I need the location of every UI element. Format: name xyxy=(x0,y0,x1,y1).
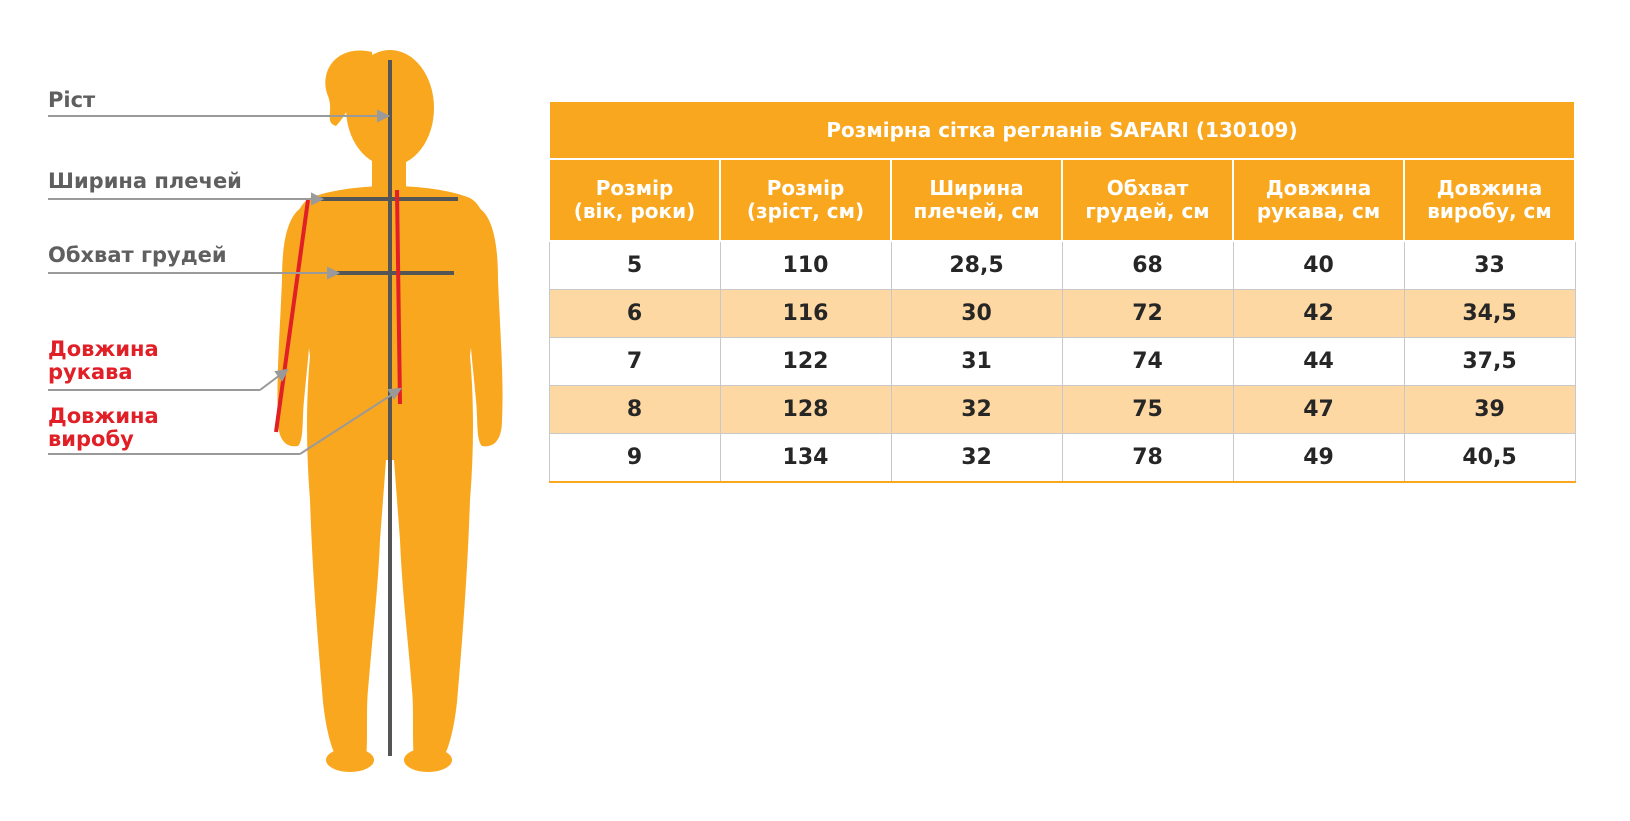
table-cell: 42 xyxy=(1232,289,1405,338)
sleeve-line xyxy=(274,199,310,433)
table-cell: 68 xyxy=(1061,240,1234,290)
header-row: Розмір (вік, роки) Розмір (зріст, см) Шири… xyxy=(548,158,1576,242)
table-cell: 9 xyxy=(548,433,721,483)
table-cell: 40,5 xyxy=(1403,433,1576,483)
height-label: Ріст xyxy=(48,88,96,112)
table-title: Розмірна сітка регланів SAFARI (130109) xyxy=(548,100,1576,160)
table-cell: 39 xyxy=(1403,385,1576,434)
table-cell: 31 xyxy=(890,337,1063,386)
table-cell: 47 xyxy=(1232,385,1405,434)
table-cell: 72 xyxy=(1061,289,1234,338)
table-cell: 5 xyxy=(548,240,721,290)
table-cell: 37,5 xyxy=(1403,337,1576,386)
table-cell: 40 xyxy=(1232,240,1405,290)
shoulder-width-label: Ширина плечей xyxy=(48,169,242,193)
header-height: Розмір (зріст, см) xyxy=(719,158,892,242)
table-cell: 49 xyxy=(1232,433,1405,483)
table-row: 8 128 32 75 47 39 xyxy=(548,385,1576,434)
table-cell: 32 xyxy=(890,433,1063,483)
table-cell: 33 xyxy=(1403,240,1576,290)
table-row: 6 116 30 72 42 34,5 xyxy=(548,289,1576,338)
table-cell: 7 xyxy=(548,337,721,386)
table-cell: 34,5 xyxy=(1403,289,1576,338)
body-measurement-figure xyxy=(48,50,503,772)
product-length-label-line2: виробу xyxy=(48,427,134,451)
chest-arrowhead xyxy=(327,266,341,280)
table-cell: 44 xyxy=(1232,337,1405,386)
table-cell: 128 xyxy=(719,385,892,434)
table-cell: 75 xyxy=(1061,385,1234,434)
table-cell: 30 xyxy=(890,289,1063,338)
table-row: 7 122 31 74 44 37,5 xyxy=(548,337,1576,386)
table-cell: 74 xyxy=(1061,337,1234,386)
table-row: 5 110 28,5 68 40 33 xyxy=(548,240,1576,290)
table-cell: 8 xyxy=(548,385,721,434)
header-chest: Обхват грудей, см xyxy=(1061,158,1234,242)
header-shoulder-width: Ширина плечей, см xyxy=(890,158,1063,242)
table-cell: 32 xyxy=(890,385,1063,434)
table-row: 9 134 32 78 49 40,5 xyxy=(548,433,1576,483)
header-sleeve-length: Довжина рукава, см xyxy=(1232,158,1405,242)
height-arrowhead xyxy=(377,109,391,123)
shoulder-arrowhead xyxy=(311,192,325,206)
table-cell: 78 xyxy=(1061,433,1234,483)
table-cell: 6 xyxy=(548,289,721,338)
table-cell: 134 xyxy=(719,433,892,483)
product-length-label-line1: Довжина xyxy=(48,404,159,428)
girl-silhouette xyxy=(277,50,503,772)
header-product-length: Довжина виробу, см xyxy=(1403,158,1576,242)
header-age: Розмір (вік, роки) xyxy=(548,158,721,242)
sleeve-length-label-line2: рукава xyxy=(48,360,133,384)
table-cell: 110 xyxy=(719,240,892,290)
product-pointer-diagonal xyxy=(299,391,397,455)
sleeve-length-label-line1: Довжина xyxy=(48,337,159,361)
product-arrowhead xyxy=(387,387,402,400)
table-cell: 122 xyxy=(719,337,892,386)
sleeve-arrowhead xyxy=(274,368,289,382)
table-cell: 28,5 xyxy=(890,240,1063,290)
chest-label: Обхват грудей xyxy=(48,243,227,267)
table-cell: 116 xyxy=(719,289,892,338)
product-line xyxy=(395,189,402,405)
size-chart-table: Розмірна сітка регланів SAFARI (130109) … xyxy=(548,100,1576,483)
